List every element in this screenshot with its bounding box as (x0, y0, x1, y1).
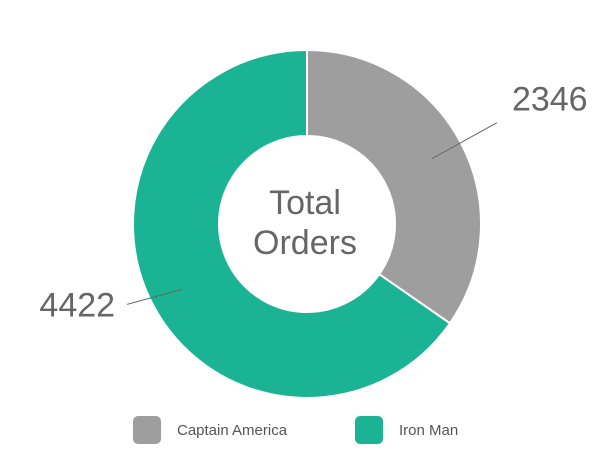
center-label-line-2: Orders (253, 224, 357, 262)
legend-swatch-iron-man (355, 416, 383, 444)
donut-slices (132, 48, 482, 399)
legend-item-iron-man[interactable]: Iron Man (355, 412, 458, 448)
leader-lines (126, 122, 498, 305)
slice-captain-america[interactable] (306, 48, 482, 325)
legend-swatch-captain-america (133, 416, 161, 444)
value-label-captain-america: 2346 (512, 81, 588, 119)
value-labels: 2346 4422 (39, 81, 587, 325)
donut-chart: 2346 4422 Total Orders (39, 48, 588, 399)
legend: Captain America Iron Man (0, 412, 600, 448)
center-label-line-1: Total (269, 184, 341, 222)
slice-iron-man[interactable] (132, 48, 452, 399)
leader-line-captain-america (431, 122, 498, 160)
value-label-iron-man: 4422 (39, 286, 115, 324)
legend-label-iron-man: Iron Man (399, 421, 459, 439)
leader-line-iron-man (126, 288, 183, 305)
legend-item-captain-america[interactable]: Captain America (133, 412, 287, 448)
legend-label-captain-america: Captain America (177, 421, 288, 439)
